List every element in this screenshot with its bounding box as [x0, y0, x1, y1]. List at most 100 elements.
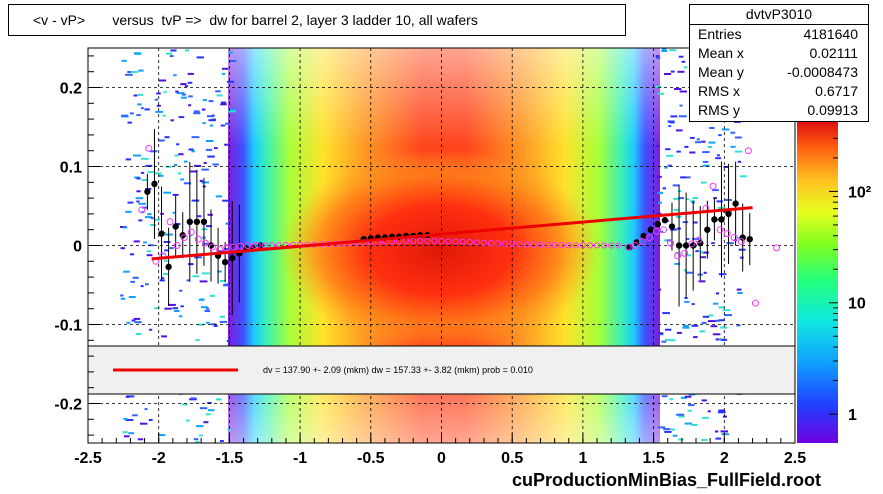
heatmap-speckle	[149, 150, 158, 153]
heatmap-speckle	[205, 321, 210, 324]
heatmap-speckle	[684, 145, 689, 148]
heatmap-speckle	[674, 262, 680, 265]
heatmap-speckle	[140, 107, 144, 110]
heatmap-speckle	[201, 108, 206, 111]
profile-open-point	[579, 242, 587, 249]
heatmap-speckle	[164, 259, 168, 262]
heatmap-speckle	[164, 307, 172, 310]
profile-open-point	[201, 239, 209, 247]
heatmap-speckle	[227, 80, 235, 83]
heatmap-speckle	[678, 415, 685, 418]
heatmap-speckle	[720, 338, 728, 341]
heatmap-speckle	[125, 158, 132, 161]
heatmap-speckle	[147, 213, 152, 216]
stats-title: dvtvP3010	[690, 5, 868, 25]
heatmap-speckle	[201, 168, 209, 171]
heatmap-speckle	[179, 289, 183, 292]
stats-box: dvtvP3010 Entries 4181640 Mean x 0.02111…	[689, 4, 869, 122]
heatmap-speckle	[129, 112, 134, 115]
colorbar-tick-label: 1	[848, 407, 857, 424]
profile-mean-point	[654, 220, 662, 228]
heatmap-speckle	[184, 85, 189, 88]
heatmap-speckle	[216, 94, 223, 97]
y-tick-label: -0.1	[54, 318, 82, 335]
heatmap-speckle	[695, 141, 701, 144]
heatmap-speckle	[138, 219, 143, 222]
heatmap-speckle	[136, 114, 141, 117]
stat-row-rms-x: RMS x 0.6717	[690, 82, 868, 101]
heatmap-speckle	[135, 197, 144, 200]
heatmap-speckle	[141, 179, 148, 181]
heatmap-speckle	[128, 296, 136, 298]
heatmap-speckle	[698, 280, 706, 283]
heatmap-speckle	[228, 108, 236, 111]
x-tick-label: -0.5	[357, 450, 385, 467]
heatmap-speckle	[224, 248, 230, 250]
profile-open-point	[645, 234, 653, 242]
heatmap-speckle	[217, 270, 222, 273]
heatmap-speckle	[136, 177, 141, 180]
profile-mean-point	[746, 235, 753, 243]
heatmap-speckle	[693, 221, 698, 224]
heatmap-speckle	[219, 315, 225, 318]
heatmap-speckle	[711, 242, 715, 245]
heatmap-speckle	[125, 210, 132, 213]
profile-mean-point	[675, 242, 683, 249]
x-tick-label: -1.5	[216, 450, 244, 467]
profile-mean-point	[165, 263, 172, 271]
profile-open-point	[502, 240, 509, 247]
heatmap-speckle	[737, 237, 742, 239]
profile-open-point	[674, 252, 682, 260]
profile-open-point	[688, 240, 696, 248]
profile-mean-point	[144, 188, 151, 195]
heatmap-speckle	[721, 128, 730, 131]
profile-open-point	[631, 242, 639, 249]
heatmap-speckle	[718, 134, 722, 137]
heatmap-speckle	[673, 197, 680, 200]
heatmap-speckle	[699, 256, 706, 259]
profile-open-point	[487, 240, 495, 247]
profile-open-point	[466, 239, 473, 246]
heatmap-speckle	[204, 242, 209, 245]
profile-mean-point	[200, 218, 208, 225]
stat-label: Mean x	[698, 45, 744, 61]
heatmap-speckle	[195, 441, 200, 443]
heatmap-speckle	[184, 160, 188, 163]
heatmap-speckle	[712, 333, 721, 336]
heatmap-speckle	[680, 396, 688, 399]
heatmap-speckle	[662, 187, 666, 190]
y-axis: -0.2 -0.1 0 0.1 0.2	[54, 55, 100, 436]
heatmap-speckle	[216, 398, 222, 401]
heatmap-speckle	[196, 215, 202, 218]
heatmap-speckle	[684, 300, 690, 303]
heatmap-speckle	[180, 178, 184, 181]
heatmap-speckle	[134, 321, 142, 324]
profile-mean-point	[158, 230, 165, 237]
heatmap-speckle	[188, 263, 194, 266]
fit-line	[151, 206, 753, 261]
profile-open-point	[145, 144, 153, 152]
heatmap-speckle	[156, 92, 161, 95]
profile-mean-point	[711, 216, 718, 223]
heatmap-speckle	[229, 60, 237, 62]
heatmap-speckle	[658, 426, 666, 429]
heatmap-speckle	[224, 143, 229, 146]
heatmap-speckle	[120, 297, 125, 300]
heatmap-speckle	[715, 157, 722, 160]
heatmap-speckle	[192, 275, 200, 278]
heatmap-speckle	[720, 430, 728, 433]
heatmap-speckle	[123, 270, 130, 273]
heatmap-speckle	[718, 306, 725, 309]
heatmap-speckle	[673, 208, 679, 211]
stat-label: RMS y	[698, 102, 740, 118]
heatmap-speckle	[701, 399, 707, 402]
profile-open-point	[565, 242, 572, 249]
heatmap-speckle	[737, 160, 742, 163]
profile-open-point	[615, 242, 622, 249]
profile-mean-point	[661, 217, 669, 224]
heatmap-speckle	[206, 140, 214, 142]
heatmap-speckle	[188, 95, 193, 98]
profile-open-point	[537, 241, 544, 248]
profile-mean-point	[718, 216, 725, 223]
heatmap-speckle	[128, 432, 135, 435]
